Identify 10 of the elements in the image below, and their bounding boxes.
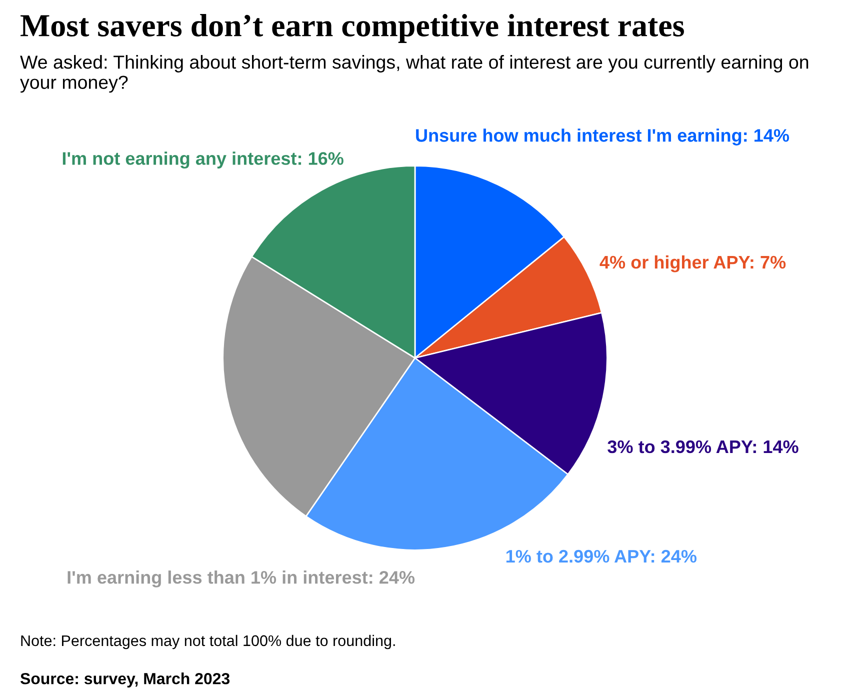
- slice-label: Unsure how much interest I'm earning: 14%: [416, 128, 790, 146]
- slice-label: 1% to 2.99% APY: 24%: [506, 550, 697, 563]
- chart-subtitle: We asked: Thinking about short-term savings, what rate of interest are you currently earning on your money?: [20, 55, 808, 93]
- slice-label: 3% to 3.99% APY: 14%: [608, 440, 798, 454]
- chart-title: Most savers don’t earn competitive interest rates: [20, 14, 684, 43]
- slice-label: 4% or higher APY: 7%: [600, 255, 786, 272]
- slice-label: I'm not earning any interest: 16%: [62, 152, 344, 169]
- slice-label: I'm earning less than 1% in interest: 24%: [68, 570, 415, 588]
- text: Note: Percentages may not total 100% due to rounding.: [21, 634, 395, 650]
- source-note: Source: survey, March 2023: [20, 672, 230, 688]
